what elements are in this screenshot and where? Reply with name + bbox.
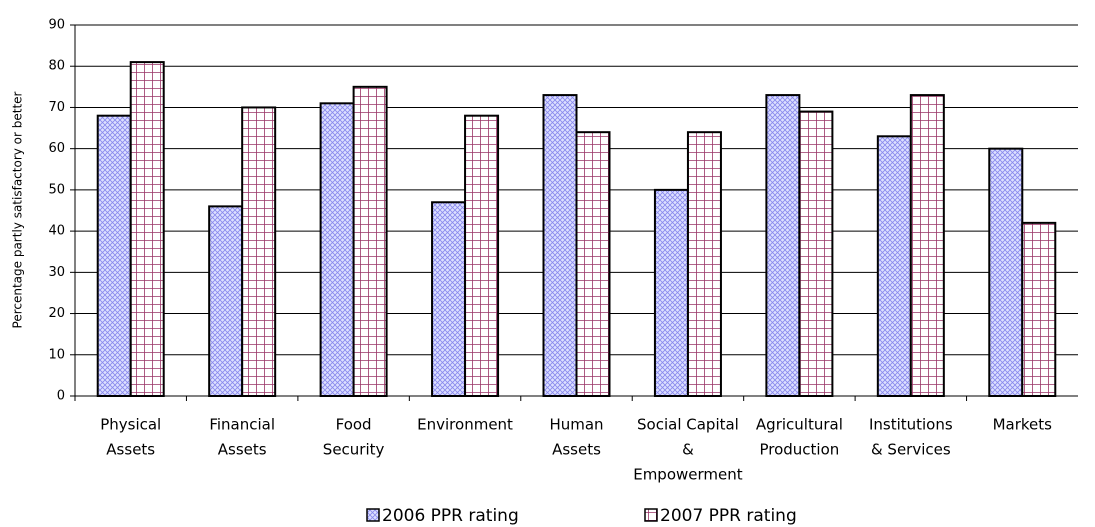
x-tick-label: Institutions	[869, 416, 953, 434]
bar	[241, 106, 277, 397]
x-tick-label: Physical	[100, 416, 161, 434]
bar	[129, 61, 165, 397]
y-tick-label: 50	[48, 182, 65, 197]
x-tick-label: &	[682, 441, 694, 459]
x-tick-label: & Services	[871, 441, 951, 459]
legend-label: 2006 PPR rating	[382, 506, 519, 526]
bar	[208, 205, 244, 397]
x-tick-label: Empowerment	[633, 466, 743, 484]
bar	[988, 147, 1024, 397]
x-tick-label: Social Capital	[637, 416, 739, 434]
bar	[876, 135, 912, 398]
x-tick-label: Food	[336, 416, 372, 434]
x-tick-label: Assets	[106, 441, 155, 459]
bar	[431, 201, 467, 397]
y-axis-label: Percentage partly satisfactory or better	[11, 91, 25, 328]
y-tick-label: 30	[48, 265, 65, 280]
x-tick-label: Assets	[218, 441, 267, 459]
y-tick-label: 60	[48, 141, 65, 156]
bar	[352, 85, 388, 397]
x-tick-label: Human	[549, 416, 603, 434]
legend-swatch	[644, 508, 658, 522]
legend-swatch	[366, 508, 380, 522]
y-tick-label: 10	[48, 347, 65, 362]
x-tick-label: Financial	[209, 416, 275, 434]
bar	[96, 114, 132, 397]
bar	[765, 94, 801, 397]
x-tick-label: Security	[323, 441, 385, 459]
y-tick-label: 80	[48, 59, 65, 74]
bar	[1021, 221, 1057, 397]
bar	[798, 110, 834, 397]
y-tick-label: 40	[48, 224, 65, 239]
y-tick-label: 90	[48, 18, 65, 33]
x-tick-label: Assets	[552, 441, 601, 459]
x-tick-label: Markets	[993, 416, 1053, 434]
bar	[909, 94, 945, 397]
legend-label: 2007 PPR rating	[660, 506, 797, 526]
bar	[653, 188, 689, 397]
bar	[686, 131, 722, 398]
bar	[542, 94, 578, 397]
y-tick-label: 0	[57, 389, 65, 404]
bar	[575, 131, 611, 398]
bar	[464, 114, 500, 397]
y-tick-label: 70	[48, 100, 65, 115]
x-tick-label: Production	[759, 441, 839, 459]
x-tick-label: Environment	[417, 416, 513, 434]
bar	[319, 102, 355, 397]
y-tick-label: 20	[48, 306, 65, 321]
x-tick-label: Agricultural	[756, 416, 843, 434]
